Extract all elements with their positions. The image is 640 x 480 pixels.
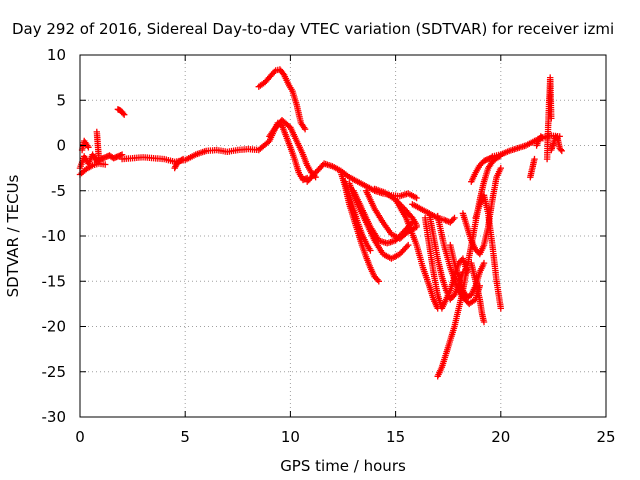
x-tick-label: 15 [386, 428, 405, 446]
data-series-8 [266, 117, 319, 181]
data-series-17 [409, 201, 458, 226]
grid [80, 55, 606, 417]
chart-title: Day 292 of 2016, Sidereal Day-to-day VTE… [12, 20, 614, 38]
data-series-30 [543, 74, 555, 163]
x-tick-label: 25 [596, 428, 615, 446]
series-layer [76, 66, 565, 380]
y-tick-label: -15 [42, 272, 67, 290]
data-series-29 [533, 133, 547, 149]
data-series-26 [468, 154, 496, 185]
data-series-31 [548, 133, 565, 155]
data-series-23 [459, 164, 504, 258]
y-tick-label: -10 [42, 227, 67, 245]
data-series-3 [93, 128, 103, 163]
data-series-6 [171, 155, 187, 172]
data-series-7 [255, 66, 309, 133]
tick-labels: 0 5 10 15 20 25 10 5 0 -5 -10 -15 -20 -25 -30 [42, 46, 616, 446]
data-series-16 [392, 196, 441, 312]
data-series-2 [78, 137, 92, 154]
y-tick-label: -25 [42, 363, 67, 381]
x-tick-label: 0 [75, 428, 85, 446]
y-tick-label: -5 [51, 182, 66, 200]
y-tick-label: -30 [42, 408, 67, 426]
x-tick-label: 5 [180, 428, 190, 446]
data-series-4 [114, 106, 128, 118]
x-tick-label: 10 [281, 428, 300, 446]
data-series-24 [468, 259, 488, 326]
data-series-11 [341, 178, 374, 254]
y-tick-label: 10 [47, 46, 66, 64]
x-tick-label: 20 [491, 428, 510, 446]
y-tick-label: -20 [42, 318, 67, 336]
y-axis-label: SDTVAR / TECUs [4, 174, 22, 297]
data-series-28 [527, 155, 538, 181]
plot-frame [79, 54, 607, 418]
y-tick-label: 0 [56, 137, 66, 155]
data-series-5 [118, 119, 311, 184]
x-axis-label: GPS time / hours [280, 457, 406, 475]
data-series-25 [472, 192, 504, 312]
y-tick-label: 5 [56, 91, 66, 109]
data-series-21 [434, 152, 504, 380]
data-series-9 [304, 160, 420, 202]
ticks [79, 54, 607, 418]
